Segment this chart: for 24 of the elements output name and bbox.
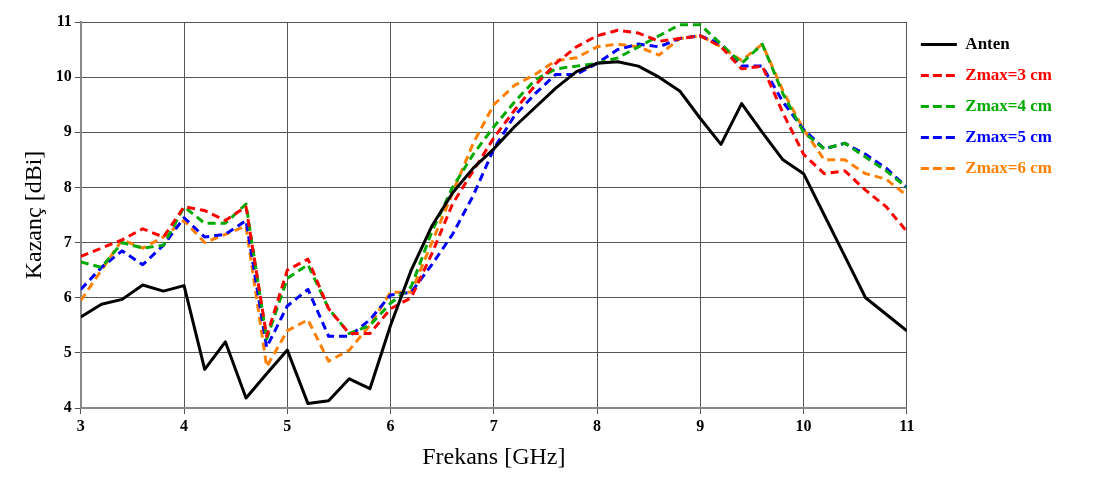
legend-label: Anten — [965, 33, 1011, 53]
legend-label: Zmax=5 cm — [965, 126, 1053, 146]
legend-label: Zmax=6 cm — [965, 157, 1053, 177]
legend-label: Zmax=3 cm — [965, 64, 1053, 84]
x-tick-label: 7 — [489, 416, 498, 434]
y-tick-label: 10 — [55, 67, 72, 85]
legend-label: Zmax=4 cm — [965, 95, 1053, 115]
y-tick-label: 9 — [63, 122, 72, 140]
y-tick-label: 8 — [63, 177, 72, 195]
x-tick-label: 8 — [593, 416, 602, 434]
y-tick-label: 5 — [63, 343, 72, 360]
y-tick-label: 6 — [63, 287, 72, 305]
y-axis-title: Kazanç [dBi] — [19, 150, 46, 280]
x-tick-label: 11 — [899, 416, 915, 434]
x-tick-label: 9 — [696, 416, 705, 434]
y-tick-label: 7 — [63, 232, 72, 250]
y-tick-label: 4 — [63, 398, 72, 416]
x-tick-label: 6 — [386, 416, 395, 434]
x-tick-label: 5 — [283, 416, 292, 434]
x-axis-title: Frekans [GHz] — [422, 442, 566, 469]
x-tick-label: 3 — [76, 416, 85, 434]
x-tick-label: 4 — [180, 416, 189, 434]
y-tick-label: 11 — [56, 12, 72, 30]
x-tick-label: 10 — [795, 416, 812, 434]
